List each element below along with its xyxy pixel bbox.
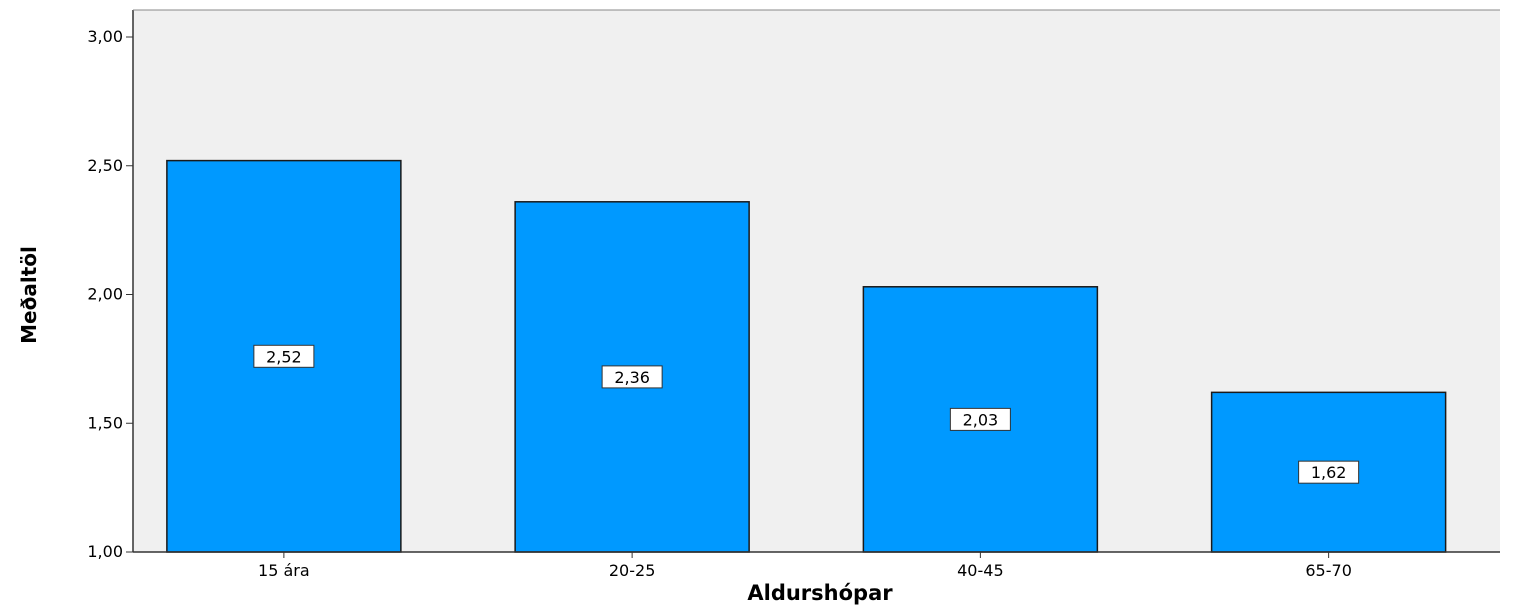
y-tick-label-1: 1,00 <box>87 542 123 561</box>
x-tick-label-2: 20-25 <box>609 561 656 580</box>
y-tick-label-3: 2,00 <box>87 285 123 304</box>
x-axis-title: Aldurshópar <box>747 581 893 605</box>
data-label-4: 1,62 <box>1311 463 1347 482</box>
y-tick-label-5: 3,00 <box>87 27 123 46</box>
axes-group <box>132 9 1500 553</box>
ticks-group: 15 ára 20-25 40-45 65-70 1,00 1,50 2,00 2,50 3,0… <box>87 27 1352 580</box>
data-label-1: 2,52 <box>266 347 302 366</box>
y-axis-title: Meðaltöl <box>17 246 41 344</box>
x-tick-label-3: 40-45 <box>957 561 1004 580</box>
x-tick-label-4: 65-70 <box>1305 561 1352 580</box>
y-tick-label-2: 1,50 <box>87 413 123 432</box>
data-label-box-3 <box>949 407 1011 431</box>
data-label-box-4 <box>1298 460 1360 484</box>
y-tick-label-4: 2,50 <box>87 156 123 175</box>
data-label-box-2 <box>601 365 663 389</box>
data-label-3: 2,03 <box>963 410 999 429</box>
data-label-2: 2,36 <box>614 368 650 387</box>
data-label-box-1 <box>253 344 315 368</box>
x-tick-label-1: 15 ára <box>258 561 310 580</box>
data-labels-group: 2,52 2,36 2,03 1,62 <box>253 344 1360 484</box>
